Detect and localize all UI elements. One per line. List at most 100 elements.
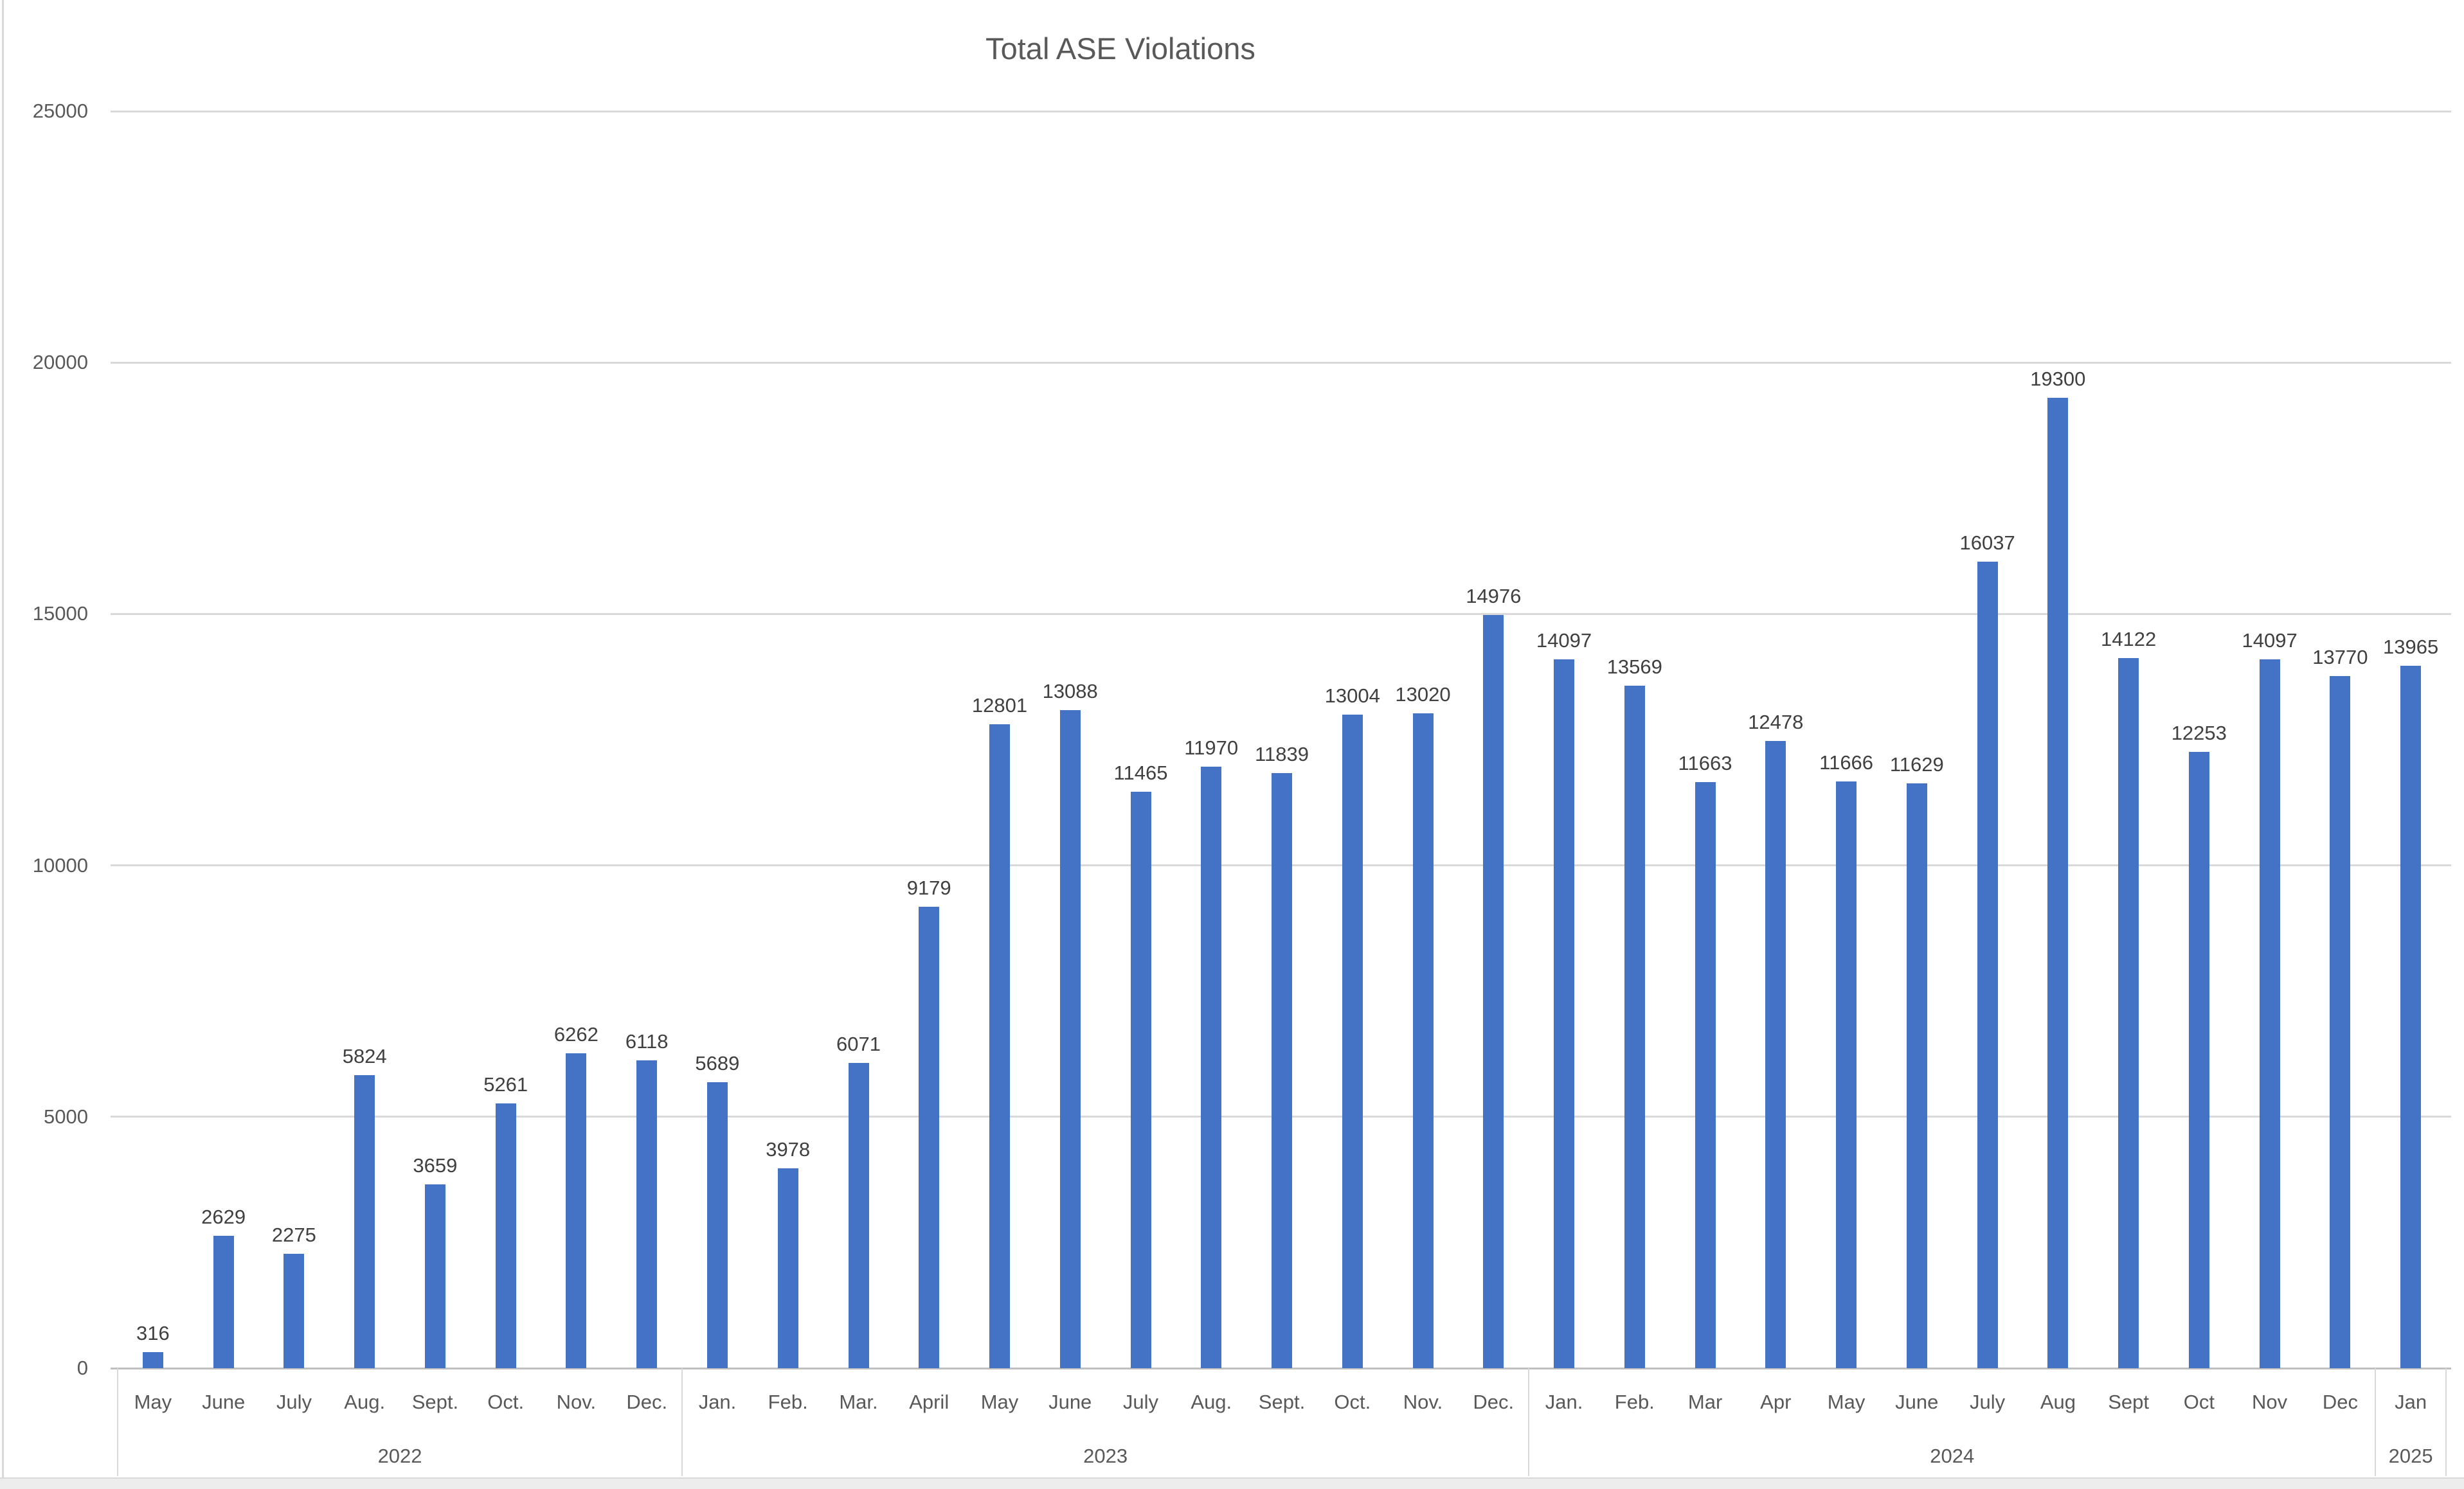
bar-July-2023 [1130, 792, 1151, 1368]
y-tick-label-20000: 20000 [32, 351, 88, 373]
data-label-Mar-2024: 11663 [1678, 751, 1732, 774]
month-label-July-2023: July [1122, 1391, 1159, 1413]
month-label-Oct-2024: Oct [2183, 1391, 2215, 1413]
year-group-separator [2445, 1368, 2447, 1476]
data-label-July-2022: 2275 [271, 1224, 316, 1246]
data-label-May-2022: 316 [136, 1322, 170, 1345]
gridline-25000 [111, 111, 2451, 112]
bar-July-2022 [283, 1254, 305, 1368]
month-label-Dec-2022: Dec. [626, 1391, 668, 1413]
y-tick-label-5000: 5000 [44, 1105, 88, 1128]
bar-Aug-2024 [2047, 398, 2069, 1368]
bar-Aug-2023 [1201, 766, 1222, 1368]
month-label-Apr-2024: Apr [1760, 1391, 1792, 1413]
x-axis-line [111, 1368, 2451, 1369]
data-label-July-2023: 11465 [1113, 762, 1168, 784]
data-label-Nov-2023: 13020 [1395, 683, 1451, 706]
data-label-Sept-2024: 14122 [2100, 628, 2157, 651]
data-label-Jan-2023: 5689 [695, 1051, 740, 1074]
y-tick-label-0: 0 [76, 1357, 88, 1379]
bar-Jan-2024 [1554, 659, 1574, 1368]
bar-Aug-2022 [354, 1075, 375, 1368]
bar-Oct-2023 [1342, 714, 1363, 1368]
bar-Jan-2025 [2400, 666, 2422, 1368]
bar-Sept-2023 [1272, 772, 1292, 1368]
data-label-Aug-2022: 5824 [342, 1045, 387, 1068]
data-label-May-2024: 11666 [1819, 751, 1874, 774]
month-label-Feb-2024: Feb. [1614, 1391, 1655, 1413]
data-label-Dec-2023: 14976 [1466, 585, 1522, 608]
month-label-May-2024: May [1827, 1391, 1866, 1413]
data-label-June-2024: 11629 [1889, 753, 1944, 776]
data-label-June-2022: 2629 [201, 1206, 246, 1229]
month-label-Nov-2024: Nov [2252, 1391, 2288, 1413]
year-group-separator [681, 1368, 683, 1476]
data-label-Feb-2023: 3978 [766, 1137, 811, 1161]
month-label-Mar-2024: Mar [1687, 1391, 1723, 1413]
month-label-Aug-2023: Aug. [1191, 1391, 1232, 1413]
bar-Nov-2022 [566, 1053, 587, 1368]
month-label-Oct-2022: Oct. [487, 1391, 525, 1413]
y-tick-label-25000: 25000 [32, 100, 88, 122]
data-label-Oct-2023: 13004 [1324, 684, 1380, 707]
month-label-Dec-2023: Dec. [1473, 1391, 1515, 1413]
month-label-Dec-2024: Dec [2322, 1391, 2358, 1413]
data-label-Aug-2024: 19300 [2030, 368, 2086, 390]
data-label-Oct-2024: 12253 [2171, 722, 2227, 745]
data-label-April-2023: 9179 [906, 876, 951, 899]
data-label-Mar-2023: 6071 [836, 1033, 881, 1055]
bar-May-2023 [989, 724, 1010, 1368]
data-label-Jan-2024: 14097 [1536, 629, 1592, 652]
data-label-Jan-2025: 13965 [2382, 636, 2439, 659]
month-label-July-2024: July [1970, 1391, 2006, 1413]
data-label-Sept-2022: 3659 [413, 1154, 458, 1177]
month-label-June-2023: June [1048, 1391, 1092, 1413]
chart-title: Total ASE Violations [985, 31, 1255, 66]
year-group-separator [2375, 1368, 2377, 1476]
bar-July-2024 [1977, 562, 1998, 1368]
data-label-July-2024: 16037 [1959, 531, 2015, 555]
bar-May-2022 [142, 1352, 163, 1368]
month-label-April-2023: April [909, 1391, 949, 1413]
month-label-Aug-2024: Aug [2040, 1391, 2076, 1413]
month-label-Nov-2022: Nov. [556, 1391, 597, 1413]
bar-Oct-2022 [495, 1103, 516, 1368]
data-label-May-2023: 12801 [971, 694, 1028, 717]
gridline-15000 [111, 613, 2451, 615]
month-label-July-2022: July [276, 1391, 312, 1413]
bar-Dec-2022 [636, 1060, 658, 1368]
bar-June-2023 [1059, 710, 1081, 1368]
data-label-Feb-2024: 13569 [1606, 655, 1662, 679]
bar-Dec-2023 [1483, 615, 1504, 1368]
month-label-Nov-2023: Nov. [1403, 1391, 1443, 1413]
gridline-20000 [111, 362, 2451, 364]
month-label-Sept-2023: Sept. [1258, 1391, 1306, 1413]
bar-Feb-2024 [1624, 686, 1645, 1368]
bar-June-2024 [1906, 783, 1927, 1368]
month-label-June-2022: June [202, 1391, 246, 1413]
month-label-May-2023: May [980, 1391, 1019, 1413]
month-label-Jan-2025: Jan [2395, 1391, 2427, 1413]
year-label-2023: 2023 [1083, 1445, 1128, 1467]
bar-June-2022 [213, 1236, 234, 1368]
month-label-Feb-2023: Feb. [768, 1391, 808, 1413]
bar-Sept-2022 [424, 1184, 445, 1368]
year-label-2024: 2024 [1930, 1445, 1975, 1467]
month-label-June-2024: June [1895, 1391, 1939, 1413]
month-label-Jan-2024: Jan. [1545, 1391, 1583, 1413]
month-label-Mar-2023: Mar. [839, 1391, 878, 1413]
bar-Feb-2023 [777, 1168, 798, 1368]
data-label-June-2023: 13088 [1042, 680, 1098, 702]
y-tick-label-10000: 10000 [32, 854, 88, 877]
bar-Dec-2024 [2330, 675, 2351, 1368]
data-label-Dec-2022: 6118 [625, 1030, 669, 1053]
bar-Oct-2024 [2188, 752, 2209, 1368]
y-tick-label-15000: 15000 [32, 602, 88, 625]
bar-Nov-2024 [2259, 659, 2280, 1368]
month-label-Oct-2023: Oct. [1334, 1391, 1371, 1413]
data-label-Nov-2024: 14097 [2242, 629, 2298, 652]
bar-Nov-2023 [1412, 713, 1434, 1368]
bar-Apr-2024 [1765, 740, 1786, 1368]
month-label-May-2022: May [134, 1391, 172, 1413]
